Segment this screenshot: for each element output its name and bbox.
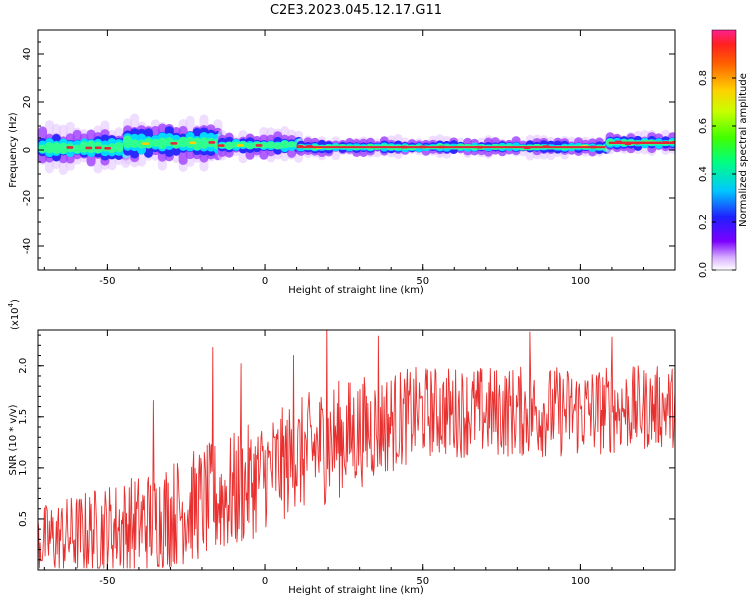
colorbar-gradient: [711, 29, 737, 271]
spectrogram-ytick-label: 40: [22, 48, 33, 61]
spectrogram-core-cell: [217, 144, 225, 147]
figure-title: C2E3.2023.045.12.17.G11: [270, 3, 442, 18]
spectrogram-core-cell: [170, 142, 178, 145]
spectrogram-cell: [280, 140, 290, 149]
spectrogram-cell: [38, 144, 48, 153]
spectrogram-cell: [150, 138, 160, 147]
spectrogram-cell: [259, 142, 269, 149]
spectrogram-cell: [79, 141, 89, 153]
spectrogram-ylabel: Frequency (Hz): [8, 112, 19, 188]
spectrogram-core-cell: [66, 146, 74, 149]
spectrogram-cell: [245, 142, 255, 149]
spectrogram-ticks: -50 0 50 100 -40 -20 0 20 40: [22, 29, 676, 287]
spectrogram-cell: [130, 139, 140, 148]
spectrogram-cell: [266, 141, 276, 149]
colorbar-label: Normalized spectral amplitude: [738, 73, 749, 227]
snr-ytick-label: 1.0: [18, 460, 29, 476]
colorbar-ticks: 0.0 0.2 0.4 0.6 0.8: [698, 70, 736, 278]
spectrogram-xlabel: Height of straight line (km): [288, 285, 424, 296]
spectrogram-cell: [273, 142, 283, 150]
spectrogram-core-cell: [208, 141, 216, 144]
svg-text:(x104): (x104): [7, 299, 21, 330]
spectrogram-core-cell: [236, 144, 244, 147]
snr-xtick-label: 100: [571, 576, 590, 587]
spectrogram-cell: [107, 143, 117, 154]
spectrogram-heatmap: [38, 113, 675, 175]
spectrogram-cell: [137, 139, 147, 149]
spectrogram-core-line: [608, 141, 675, 144]
snr-xtick-label: -50: [99, 576, 115, 587]
spectrogram-cell: [157, 137, 167, 150]
spectrogram-cell: [199, 137, 209, 149]
snr-ytick-label: 2.0: [18, 358, 29, 374]
spectrogram-cell: [224, 141, 234, 150]
colorbar-tick-label: 0.0: [698, 262, 709, 278]
snr-series-line: [38, 330, 675, 569]
snr-exponent: (x104): [7, 299, 21, 330]
colorbar-tick-label: 0.8: [698, 70, 709, 86]
snr-frame: [37, 329, 676, 571]
spectrogram-cell: [72, 144, 82, 154]
spectrogram-ytick-label: -40: [22, 238, 33, 254]
colorbar-tick-label: 0.2: [698, 214, 709, 230]
spectrogram-ytick-label: -20: [22, 190, 33, 206]
colorbar: 0.0 0.2 0.4 0.6 0.8 Normalized spectral ampl…: [698, 29, 749, 278]
spectrogram-core-cell: [189, 141, 197, 145]
snr-ytick-label: 0.5: [18, 511, 29, 527]
spectrogram-xtick-label: 100: [571, 276, 590, 287]
spectrogram-cell: [114, 141, 124, 153]
snr-exponent-base: (x10: [10, 307, 21, 330]
snr-xlabel: Height of straight line (km): [288, 585, 424, 596]
spectrogram-core-cell: [94, 146, 102, 150]
spectrogram-ytick-label: 0: [22, 147, 33, 153]
spectrogram-core-line: [296, 146, 606, 149]
snr-ticks: -50 0 50 100 0.5 1.0 1.5 2.0: [18, 330, 676, 587]
snr-ylabel: SNR (10 * v/v): [8, 404, 19, 475]
spectrogram-cell: [192, 137, 202, 151]
spectrogram-cell: [123, 135, 133, 149]
spectrogram-core-cell: [85, 146, 93, 150]
spectrogram-panel: -50 0 50 100 -40 -20 0 20 40 Height of straight …: [8, 29, 676, 296]
spectrogram-xtick-label: 50: [416, 276, 429, 287]
spectrogram-core-cell: [142, 142, 150, 145]
snr-xtick-label: 50: [416, 576, 429, 587]
colorbar-tick-label: 0.4: [698, 166, 709, 182]
spectrogram-cell: [51, 142, 61, 155]
spectrogram-xtick-label: 0: [262, 276, 268, 287]
spectrogram-cell: [287, 141, 297, 148]
snr-xtick-label: 0: [262, 576, 268, 587]
colorbar-tick-label: 0.6: [698, 118, 709, 134]
spectrogram-xtick-label: -50: [99, 276, 115, 287]
spectrogram-core-cell: [255, 144, 263, 147]
spectrogram-core-cell: [104, 147, 112, 150]
snr-panel: -50 0 50 100 0.5 1.0 1.5 2.0 Height of straight…: [7, 299, 676, 596]
snr-exponent-power: 4: [7, 302, 15, 307]
snr-ytick-label: 1.5: [18, 409, 29, 425]
spectrogram-cell: [178, 136, 188, 148]
spectrogram-cell: [58, 142, 68, 155]
spectrogram-cell: [44, 141, 54, 154]
spectrogram-ytick-label: 20: [22, 96, 33, 109]
